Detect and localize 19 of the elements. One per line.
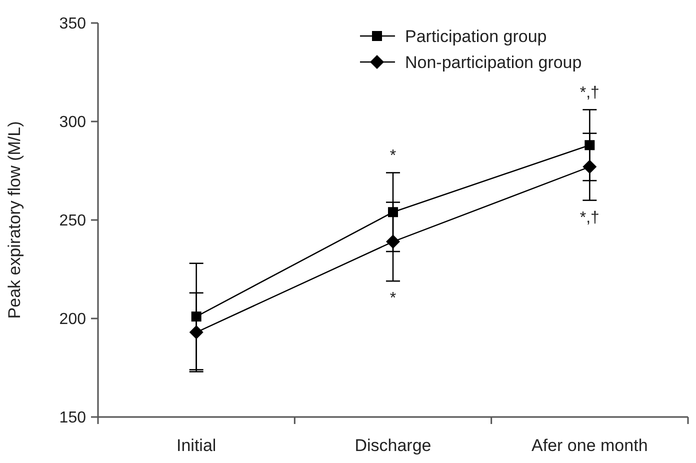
x-tick-label: Initial (176, 436, 216, 455)
legend-label: Participation group (405, 26, 547, 46)
y-tick-label: 200 (59, 311, 86, 328)
x-tick-label: Afer one month (532, 436, 648, 455)
point (388, 207, 398, 218)
annotation: *,† (580, 84, 600, 102)
y-axis-title: Peak expiratory flow (M/L) (5, 121, 24, 319)
point (582, 160, 597, 174)
y-tick-label: 250 (59, 212, 86, 230)
y-tick-label: 350 (59, 16, 86, 33)
point (189, 325, 204, 340)
legend-label: Non-participation group (405, 52, 582, 72)
x-tick-label: Discharge (354, 436, 432, 455)
point (386, 234, 400, 249)
annotation: * (390, 148, 396, 165)
y-tick-label: 150 (59, 410, 86, 427)
y-tick-label: 300 (59, 114, 86, 132)
annotation: * (390, 290, 396, 308)
annotation: *,† (580, 209, 600, 226)
